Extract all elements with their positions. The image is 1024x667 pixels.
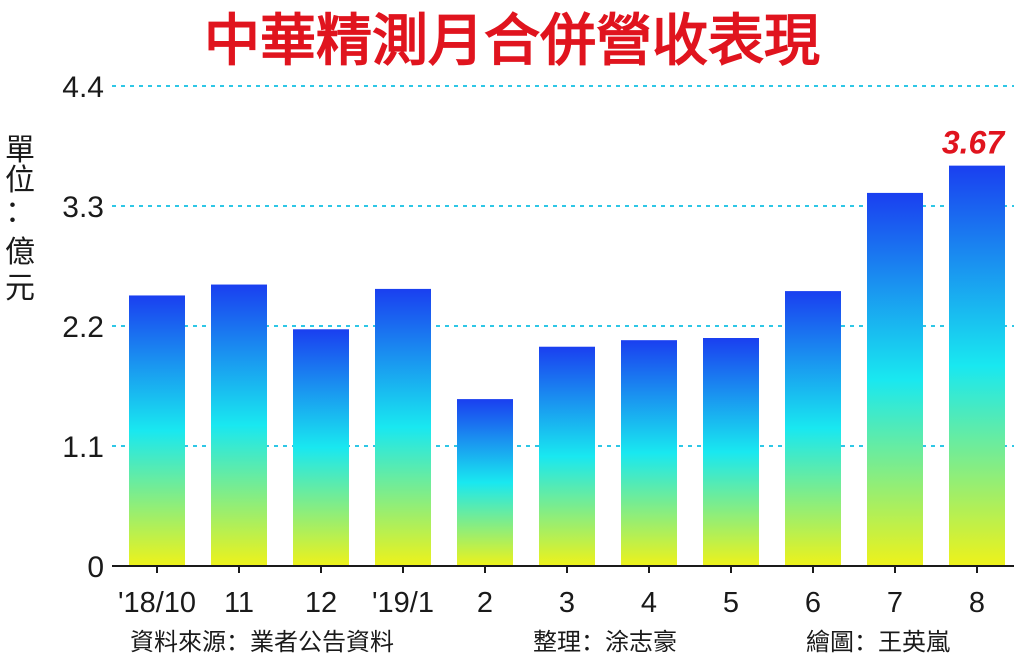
data-label: 3.67 <box>942 125 1006 161</box>
bar <box>457 399 513 566</box>
x-tick-label: 7 <box>887 587 903 619</box>
bar <box>949 165 1005 567</box>
x-tick-label: 3 <box>559 587 575 619</box>
bar <box>703 338 759 566</box>
x-tick-label: 5 <box>723 587 739 619</box>
y-axis-ticks: 0 1.1 2.2 3.3 4.4 <box>62 71 104 584</box>
y-tick-label: 4.4 <box>62 71 104 104</box>
x-axis-ticks: '18/10 11 12 '19/1 2 3 4 5 6 7 8 <box>118 566 985 619</box>
y-axis-label-char: 億 <box>5 235 35 270</box>
x-tick-label: 2 <box>477 587 493 619</box>
bar <box>129 295 185 566</box>
y-tick-label: 2.2 <box>62 311 104 344</box>
chart-title: 中華精測月合併營收表現 <box>204 9 820 74</box>
data-labels: 3.67 <box>942 125 1006 161</box>
y-axis-label-char: ： <box>5 195 35 230</box>
x-tick-label: 6 <box>805 587 821 619</box>
x-tick-label: 12 <box>305 587 337 619</box>
bar <box>867 192 923 566</box>
bar <box>785 291 841 566</box>
y-tick-label: 3.3 <box>62 191 104 224</box>
footer-source: 資料來源：業者公告資料 <box>130 628 394 656</box>
bar <box>375 288 431 566</box>
y-axis-label-char: 元 <box>5 271 35 306</box>
bar <box>539 346 595 566</box>
footer-editor: 整理：涂志豪 <box>533 628 677 656</box>
bar <box>293 329 349 566</box>
x-tick-label: '19/1 <box>372 587 434 619</box>
x-tick-label: 4 <box>641 587 657 619</box>
footer-illustrator: 繪圖：王英嵐 <box>806 628 950 656</box>
y-tick-label: 1.1 <box>62 431 104 464</box>
x-tick-label: 11 <box>224 587 254 619</box>
bar <box>211 284 267 566</box>
x-tick-label: 8 <box>969 587 985 619</box>
y-axis-label-char: 單 <box>5 133 35 168</box>
bars <box>129 165 1005 567</box>
bar <box>621 340 677 566</box>
y-axis-label-char: 位 <box>5 163 35 198</box>
y-tick-label: 0 <box>87 551 104 584</box>
y-axis-label: 單位： 億元 <box>5 133 35 306</box>
x-tick-label: '18/10 <box>118 587 196 619</box>
